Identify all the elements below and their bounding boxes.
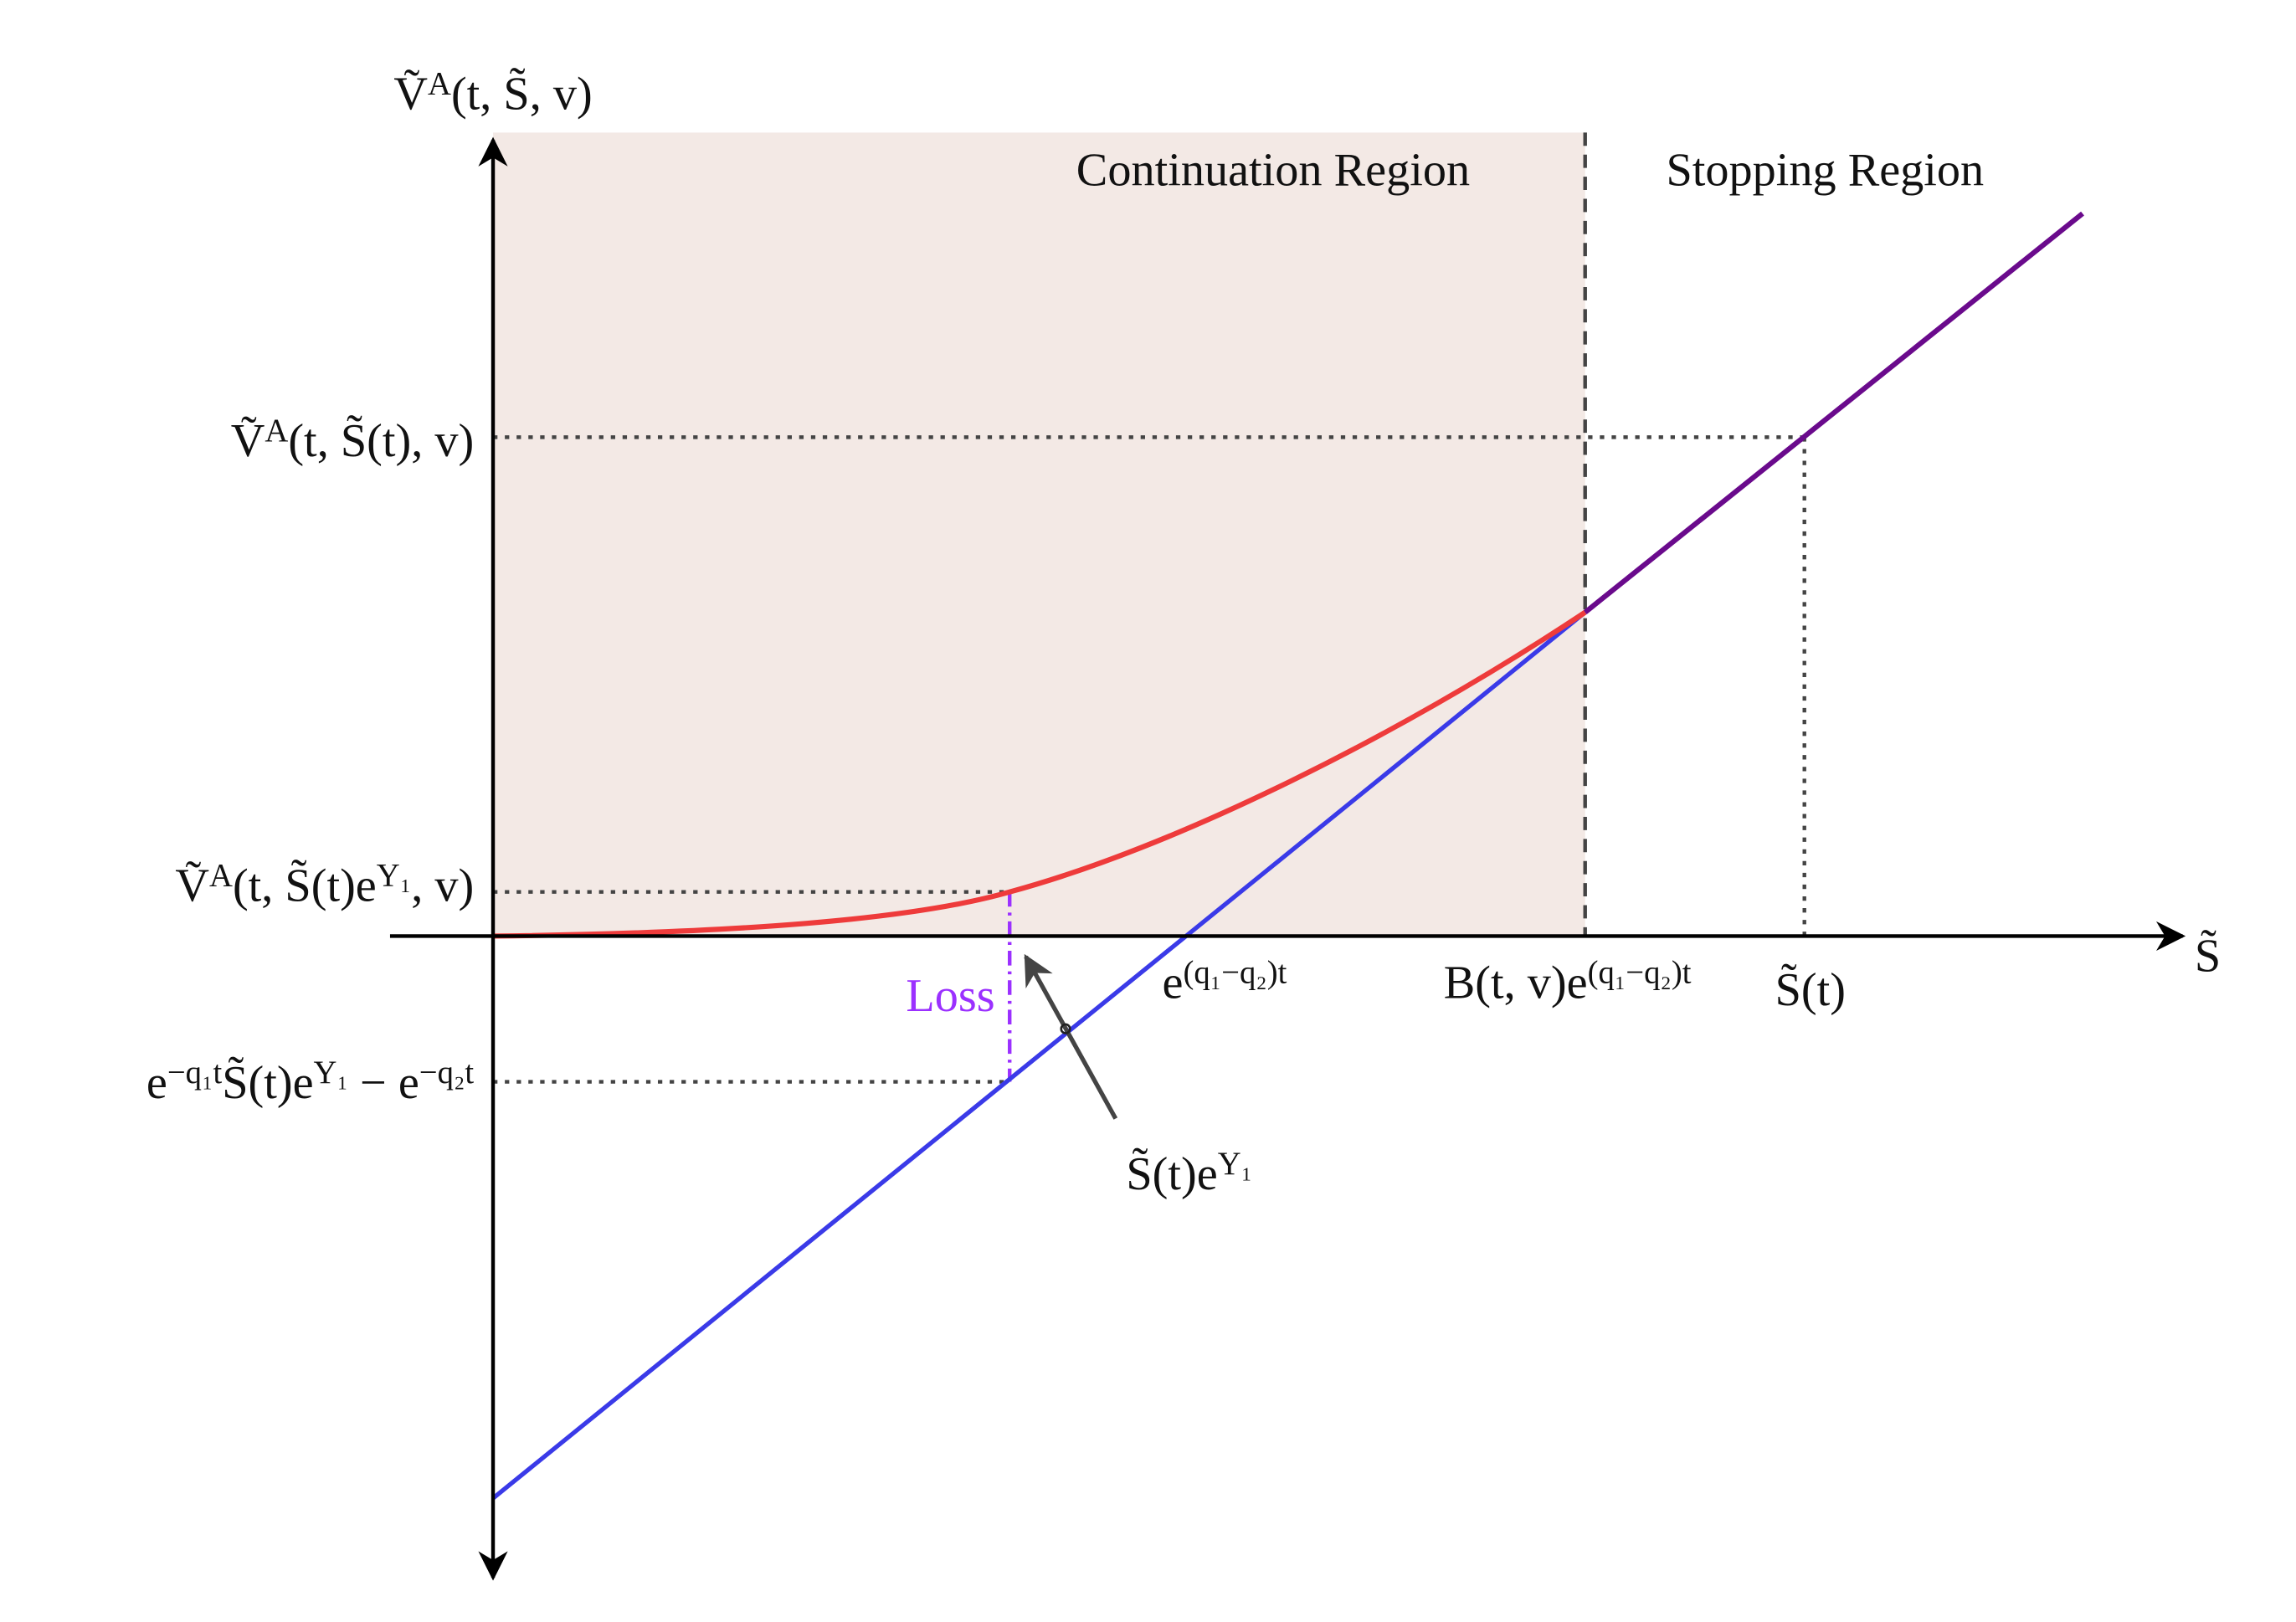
guide-lines (493, 435, 1806, 1084)
pointer-arrow (1024, 953, 1118, 1120)
label-part: A (265, 414, 288, 449)
region-label: Continuation Region (1076, 145, 1470, 197)
label-part: (q₁−q₂)t (1588, 956, 1692, 991)
label-part: S̃ (2195, 929, 2221, 982)
arrow-label: S̃(t)eY₁ (1126, 1147, 1252, 1200)
stopping-line (1583, 211, 2084, 615)
label-part: (q₁−q₂)t (1183, 956, 1287, 991)
x-label: e(q₁−q₂)t (1162, 956, 1287, 1009)
label-part: (t, S̃(t), v) (288, 414, 474, 467)
label-part: , v) (411, 860, 474, 911)
loss-label: Loss (906, 970, 994, 1022)
label-part: A (428, 67, 451, 102)
label-part: − e (348, 1057, 419, 1109)
y-label: ṼA(t, S̃(t), v) (231, 414, 474, 468)
label-part: S̃(t) (1775, 963, 1846, 1016)
label-part: A (209, 859, 233, 894)
label-part: Y₁ (377, 859, 411, 894)
label-part: B(t, v)e (1444, 957, 1588, 1009)
region-label: Stopping Region (1666, 145, 1984, 197)
x-label: S̃(t) (1775, 963, 1846, 1016)
label-part: (t, S̃, v) (451, 67, 593, 120)
y-label: ṼA(t, S̃(t)eY₁, v) (175, 859, 474, 912)
y-axis-title: ṼA(t, S̃, v) (393, 67, 592, 121)
label-part: e (146, 1057, 167, 1109)
payoff-line (491, 610, 1587, 1501)
label-part: S̃(t)e (1126, 1147, 1217, 1199)
label-part: (t, S̃(t)e (233, 859, 377, 911)
x-axis-title: S̃ (2195, 929, 2221, 982)
value-curve (493, 610, 1587, 939)
label-part: Y₁ (314, 1055, 348, 1091)
label-part: Ṽ (231, 415, 265, 467)
continuation-region (493, 132, 1585, 937)
label-part: −q₁t (167, 1055, 223, 1091)
x-label: B(t, v)e(q₁−q₂)t (1444, 956, 1692, 1009)
y-label: e−q₁tS̃(t)eY₁ − e−q₂t (146, 1055, 475, 1109)
label-part: Ṽ (175, 860, 209, 911)
label-part: Ṽ (393, 68, 428, 120)
label-part: S̃(t)e (222, 1055, 313, 1108)
label-part: Y₁ (1218, 1147, 1252, 1182)
point (1060, 1023, 1071, 1034)
label-part: e (1162, 957, 1183, 1009)
label-part: −q₂t (419, 1055, 475, 1091)
